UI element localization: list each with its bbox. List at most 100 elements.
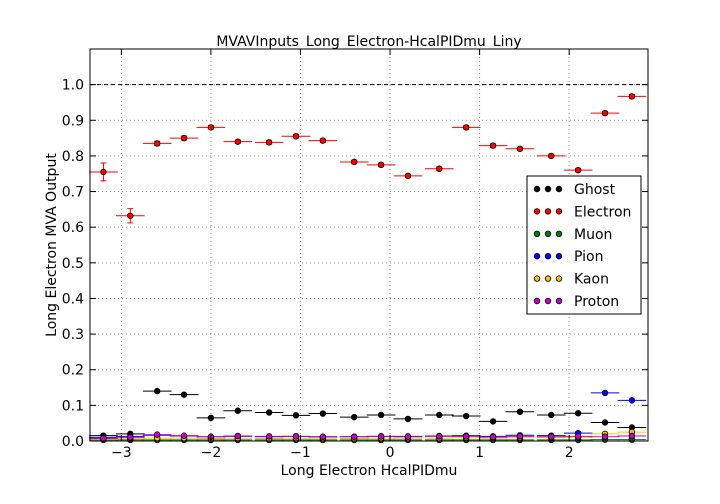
data-point: [436, 165, 443, 172]
legend-item-proton: Proton: [533, 294, 619, 310]
data-point: [292, 433, 300, 440]
y-tick-label: 0.0: [62, 434, 84, 450]
y-tick-label: 0.7: [62, 185, 84, 201]
data-point: [628, 432, 636, 440]
data-point: [489, 142, 497, 149]
legend-label: Electron: [574, 204, 631, 220]
legend-marker: [555, 297, 563, 305]
legend-item-electron: Electron: [533, 204, 631, 220]
legend-marker: [533, 208, 541, 215]
data-point: [153, 387, 161, 395]
legend-label: Pion: [574, 249, 603, 265]
data-point: [462, 412, 470, 420]
data-point: [100, 168, 107, 176]
data-point: [574, 410, 582, 417]
legend-marker: [533, 253, 541, 260]
data-point: [628, 93, 636, 100]
legend-item-kaon: Kaon: [533, 272, 609, 288]
data-point: [601, 419, 609, 426]
data-point: [351, 433, 358, 440]
legend-marker: [555, 208, 563, 215]
legend-label: Kaon: [574, 272, 609, 288]
data-point: [404, 415, 412, 423]
y-tick-label: 0.8: [62, 149, 84, 165]
data-point: [351, 158, 358, 166]
legend-marker: [533, 185, 541, 193]
data-point: [207, 414, 215, 422]
data-point: [548, 152, 555, 160]
data-point: [234, 138, 241, 145]
data-point: [319, 410, 327, 417]
data-point: [100, 435, 107, 442]
tick-layer: −3 −2 −1 0 1 2 0.0 0.1 0.2 0.3 0.4 0.5 0.6 0.7 0.8 0.9 1…: [62, 49, 648, 461]
legend-marker: [533, 230, 541, 237]
legend: Ghost Electron Muon Pion Kaon Proton: [526, 175, 642, 315]
y-tick-label: 0.6: [62, 220, 84, 236]
legend-marker: [544, 275, 552, 282]
data-point: [319, 433, 327, 440]
x-tick-label: 2: [565, 445, 574, 461]
x-tick-label: −2: [201, 445, 222, 461]
y-axis-label: Long Electron MVA Output: [44, 153, 60, 337]
data-point: [265, 139, 273, 146]
data-point: [180, 432, 188, 439]
data-point: [462, 433, 470, 440]
data-point: [574, 166, 582, 174]
data-point: [377, 161, 385, 169]
data-point: [404, 172, 412, 180]
data-point: [628, 397, 636, 404]
data-point: [265, 409, 273, 416]
data-point: [127, 434, 134, 441]
chart-title: MVAVInputs_Long_Electron-HcalPIDmu_Liny: [216, 34, 521, 50]
data-point: [153, 431, 161, 438]
legend-marker: [555, 275, 563, 282]
x-axis-label: Long Electron HcalPIDmu: [281, 463, 458, 479]
data-point: [462, 124, 470, 131]
legend-marker: [533, 297, 541, 305]
data-point: [436, 433, 443, 440]
legend-item-pion: Pion: [533, 249, 603, 265]
legend-marker: [555, 185, 563, 193]
data-point: [351, 413, 358, 421]
y-tick-label: 0.4: [62, 291, 84, 307]
y-tick-label: 0.9: [62, 113, 84, 129]
data-point: [436, 411, 443, 419]
plot-frame: [89, 48, 649, 442]
data-point: [516, 433, 524, 440]
legend-marker: [544, 230, 552, 237]
data-point: [292, 133, 300, 140]
legend-marker: [555, 253, 563, 260]
data-point: [404, 433, 412, 440]
data-point: [319, 137, 327, 144]
legend-marker: [544, 208, 552, 215]
y-tick-label: 0.5: [62, 256, 84, 272]
legend-marker: [555, 230, 563, 237]
x-tick-label: 1: [475, 445, 484, 461]
legend-box: [526, 175, 642, 315]
legend-item-muon: Muon: [533, 227, 612, 243]
data-point: [180, 391, 188, 398]
series-electron: [89, 93, 647, 224]
data-point: [601, 389, 609, 397]
legend-item-ghost: Ghost: [533, 182, 616, 198]
data-point: [265, 433, 273, 440]
data-point: [180, 134, 188, 142]
x-tick-label: −1: [290, 445, 311, 461]
y-tick-label: 0.2: [62, 363, 84, 379]
data-point: [127, 212, 134, 219]
data-point: [574, 433, 582, 440]
data-point: [516, 408, 524, 415]
x-tick-label: 0: [386, 445, 395, 461]
data-point: [377, 411, 385, 419]
y-tick-label: 0.3: [62, 327, 84, 343]
data-point: [234, 407, 241, 414]
legend-marker: [533, 275, 541, 282]
legend-marker: [544, 297, 552, 305]
data-point: [516, 145, 524, 152]
y-tick-label: 0.1: [62, 398, 84, 414]
data-point: [548, 411, 555, 419]
data-point: [292, 412, 300, 419]
data-point: [234, 432, 241, 440]
legend-label: Proton: [574, 294, 619, 310]
y-tick-label: 1.0: [62, 78, 84, 94]
